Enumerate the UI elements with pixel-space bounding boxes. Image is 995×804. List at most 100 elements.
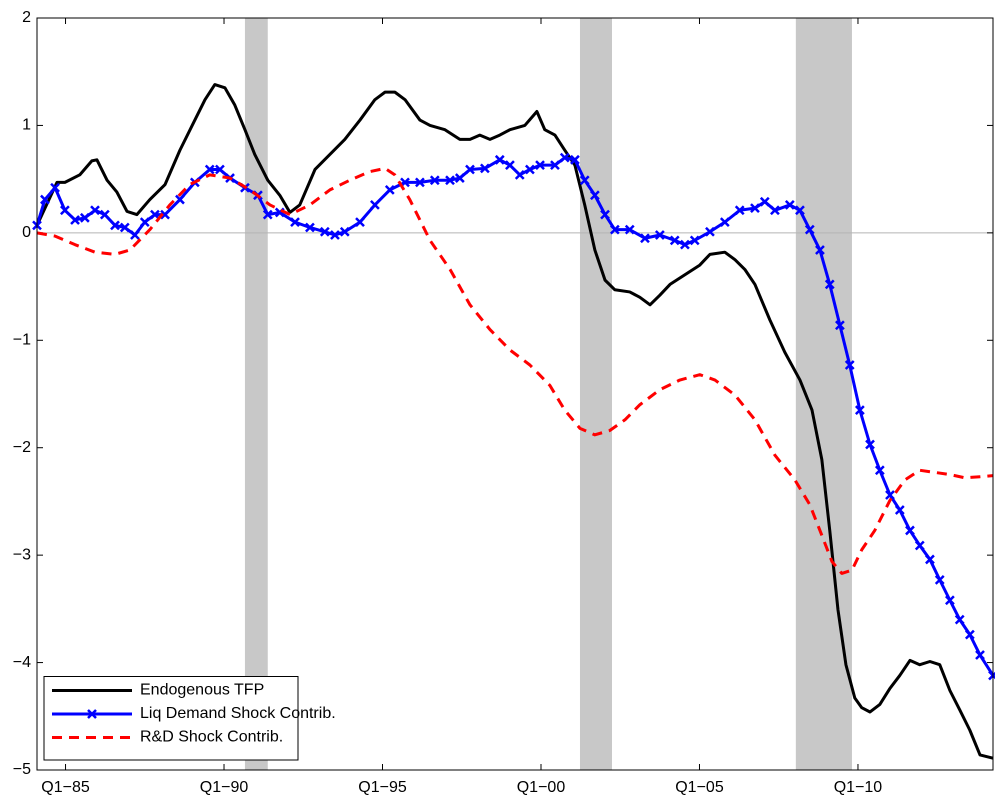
marker bbox=[795, 205, 805, 216]
marker bbox=[600, 209, 610, 220]
marker bbox=[964, 629, 975, 640]
marker bbox=[50, 182, 60, 193]
y-tick-label: 2 bbox=[22, 9, 31, 26]
marker bbox=[305, 222, 315, 233]
marker bbox=[40, 194, 50, 205]
marker bbox=[79, 212, 90, 223]
marker bbox=[914, 540, 925, 551]
marker bbox=[865, 439, 875, 450]
marker bbox=[370, 200, 380, 210]
marker bbox=[934, 574, 945, 585]
marker bbox=[734, 205, 745, 216]
marker bbox=[954, 614, 965, 625]
marker bbox=[925, 554, 935, 565]
marker bbox=[905, 525, 915, 536]
marker bbox=[119, 222, 130, 233]
marker bbox=[465, 164, 475, 175]
marker bbox=[784, 200, 795, 210]
marker bbox=[384, 185, 395, 195]
marker bbox=[559, 152, 570, 163]
y-tick-label: −2 bbox=[13, 439, 31, 456]
marker bbox=[975, 650, 985, 660]
marker bbox=[160, 209, 170, 220]
marker bbox=[99, 209, 110, 220]
marker bbox=[654, 230, 665, 240]
x-tick-label: Q1−10 bbox=[834, 779, 883, 796]
y-tick-label: −4 bbox=[13, 654, 31, 671]
marker bbox=[494, 154, 505, 165]
marker bbox=[429, 175, 440, 186]
marker bbox=[750, 203, 760, 214]
marker bbox=[680, 239, 690, 250]
marker bbox=[175, 194, 185, 205]
marker bbox=[669, 235, 680, 246]
marker bbox=[824, 279, 835, 290]
marker bbox=[454, 173, 465, 183]
marker bbox=[480, 163, 490, 174]
marker bbox=[70, 215, 80, 225]
y-tick-label: −1 bbox=[13, 332, 31, 349]
marker bbox=[719, 217, 730, 227]
marker bbox=[319, 226, 330, 237]
marker bbox=[415, 177, 425, 188]
shaded-period bbox=[244, 18, 268, 770]
legend-marker bbox=[87, 709, 97, 719]
marker bbox=[945, 595, 955, 606]
marker bbox=[844, 360, 855, 370]
marker bbox=[535, 160, 545, 171]
legend-label: R&D Shock Contrib. bbox=[140, 729, 283, 746]
marker bbox=[139, 217, 150, 227]
legend: Endogenous TFP Liq Demand Shock Contrib. R… bbox=[43, 676, 336, 761]
marker bbox=[689, 235, 700, 246]
marker bbox=[204, 164, 215, 175]
marker bbox=[624, 224, 635, 235]
marker bbox=[130, 230, 140, 240]
legend-label: Endogenous TFP bbox=[140, 682, 264, 699]
y-tick-label: 1 bbox=[22, 117, 31, 134]
y-tick-label: 0 bbox=[22, 224, 31, 241]
marker bbox=[579, 175, 590, 186]
series-line bbox=[35, 83, 994, 760]
marker bbox=[90, 205, 100, 216]
marker bbox=[835, 320, 845, 331]
marker bbox=[445, 175, 455, 186]
marker bbox=[759, 196, 770, 207]
x-tick-label: Q1−95 bbox=[358, 779, 407, 796]
marker bbox=[640, 233, 650, 244]
marker bbox=[589, 190, 600, 201]
marker bbox=[60, 205, 70, 216]
marker bbox=[514, 169, 525, 180]
x-tick-label: Q1−05 bbox=[675, 779, 724, 796]
marker bbox=[705, 226, 715, 237]
marker bbox=[355, 217, 365, 227]
marker bbox=[885, 490, 895, 500]
marker bbox=[804, 224, 815, 235]
marker bbox=[330, 230, 340, 240]
marker bbox=[110, 220, 120, 231]
marker bbox=[505, 160, 515, 171]
x-tick-label: Q1−85 bbox=[41, 779, 90, 796]
legend-label: Liq Demand Shock Contrib. bbox=[140, 705, 336, 722]
marker bbox=[150, 209, 160, 220]
plot-frame bbox=[36, 17, 994, 771]
x-tick-label: Q1−00 bbox=[517, 779, 566, 796]
marker bbox=[262, 209, 273, 220]
marker bbox=[854, 405, 865, 415]
x-tick-label: Q1−90 bbox=[200, 779, 249, 796]
marker bbox=[215, 164, 225, 175]
marker bbox=[770, 205, 780, 216]
shaded-period bbox=[579, 18, 612, 770]
marker bbox=[525, 164, 535, 175]
marker bbox=[570, 154, 580, 165]
y-tick-label: −5 bbox=[13, 761, 31, 778]
marker bbox=[874, 465, 885, 476]
marker bbox=[339, 226, 350, 237]
marker bbox=[290, 217, 300, 227]
marker bbox=[894, 505, 905, 515]
y-tick-label: −3 bbox=[13, 546, 31, 563]
marker bbox=[609, 224, 620, 235]
marker bbox=[815, 245, 825, 255]
marker bbox=[550, 160, 560, 171]
